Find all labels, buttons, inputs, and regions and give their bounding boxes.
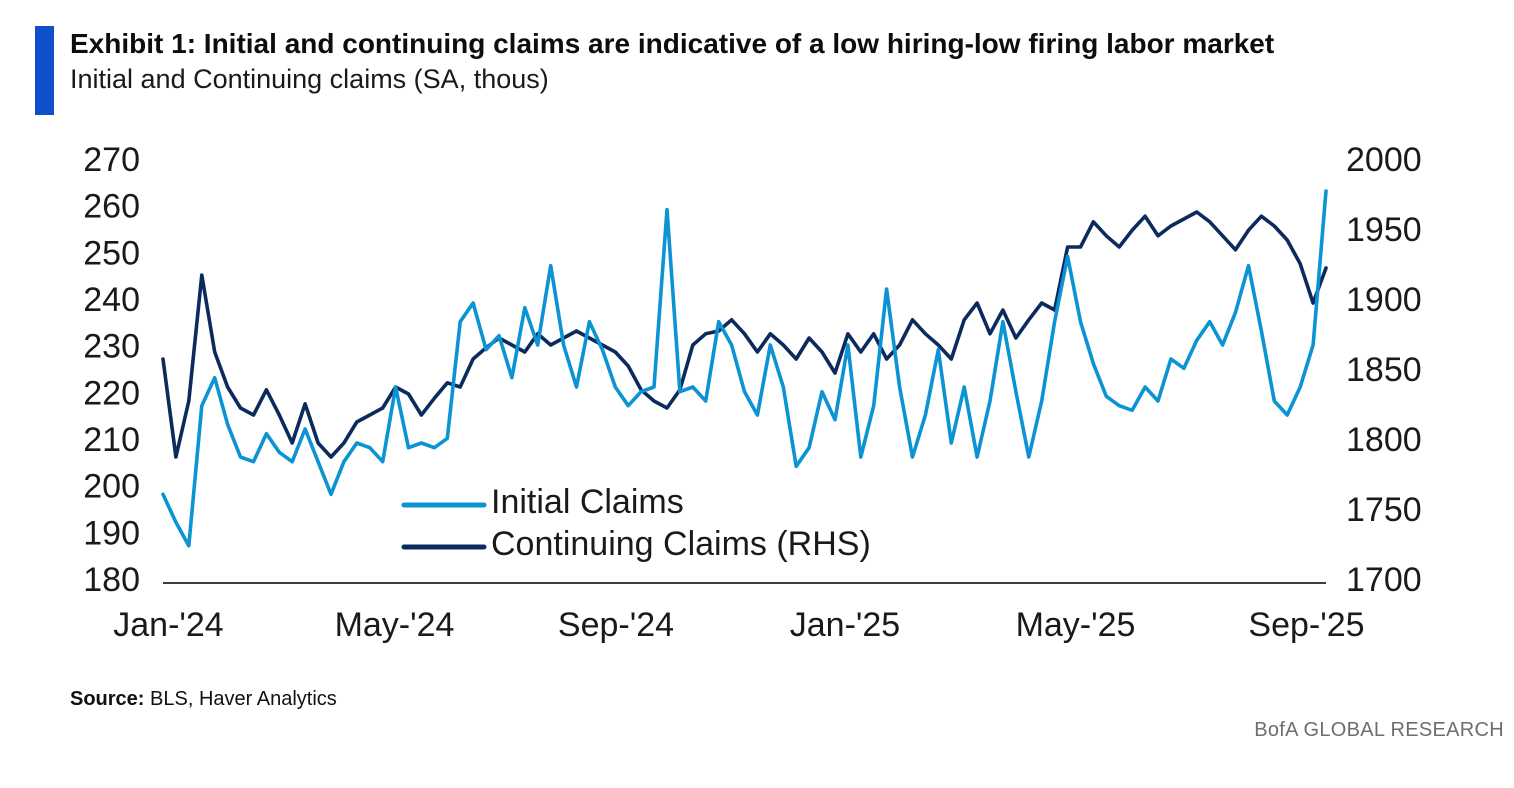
svg-text:Sep-'24: Sep-'24 (558, 606, 674, 644)
svg-text:260: 260 (83, 188, 140, 226)
svg-text:1800: 1800 (1346, 421, 1422, 459)
svg-text:270: 270 (83, 141, 140, 179)
svg-text:Sep-'25: Sep-'25 (1248, 606, 1364, 644)
svg-text:240: 240 (83, 281, 140, 319)
svg-text:Initial Claims: Initial Claims (491, 483, 684, 521)
svg-text:1950: 1950 (1346, 211, 1422, 249)
svg-text:250: 250 (83, 234, 140, 272)
svg-text:Jan-'25: Jan-'25 (790, 606, 900, 644)
svg-text:1750: 1750 (1346, 491, 1422, 529)
svg-text:1900: 1900 (1346, 281, 1422, 319)
svg-text:180: 180 (83, 561, 140, 599)
svg-text:Jan-'24: Jan-'24 (113, 606, 223, 644)
svg-text:May-'25: May-'25 (1016, 606, 1136, 644)
svg-text:May-'24: May-'24 (335, 606, 455, 644)
svg-text:200: 200 (83, 468, 140, 506)
svg-text:220: 220 (83, 374, 140, 412)
svg-text:1700: 1700 (1346, 561, 1422, 599)
svg-text:Continuing Claims (RHS): Continuing Claims (RHS) (491, 525, 871, 563)
svg-text:190: 190 (83, 514, 140, 552)
svg-text:2000: 2000 (1346, 141, 1422, 179)
svg-text:210: 210 (83, 421, 140, 459)
svg-text:230: 230 (83, 328, 140, 366)
svg-text:1850: 1850 (1346, 351, 1422, 389)
